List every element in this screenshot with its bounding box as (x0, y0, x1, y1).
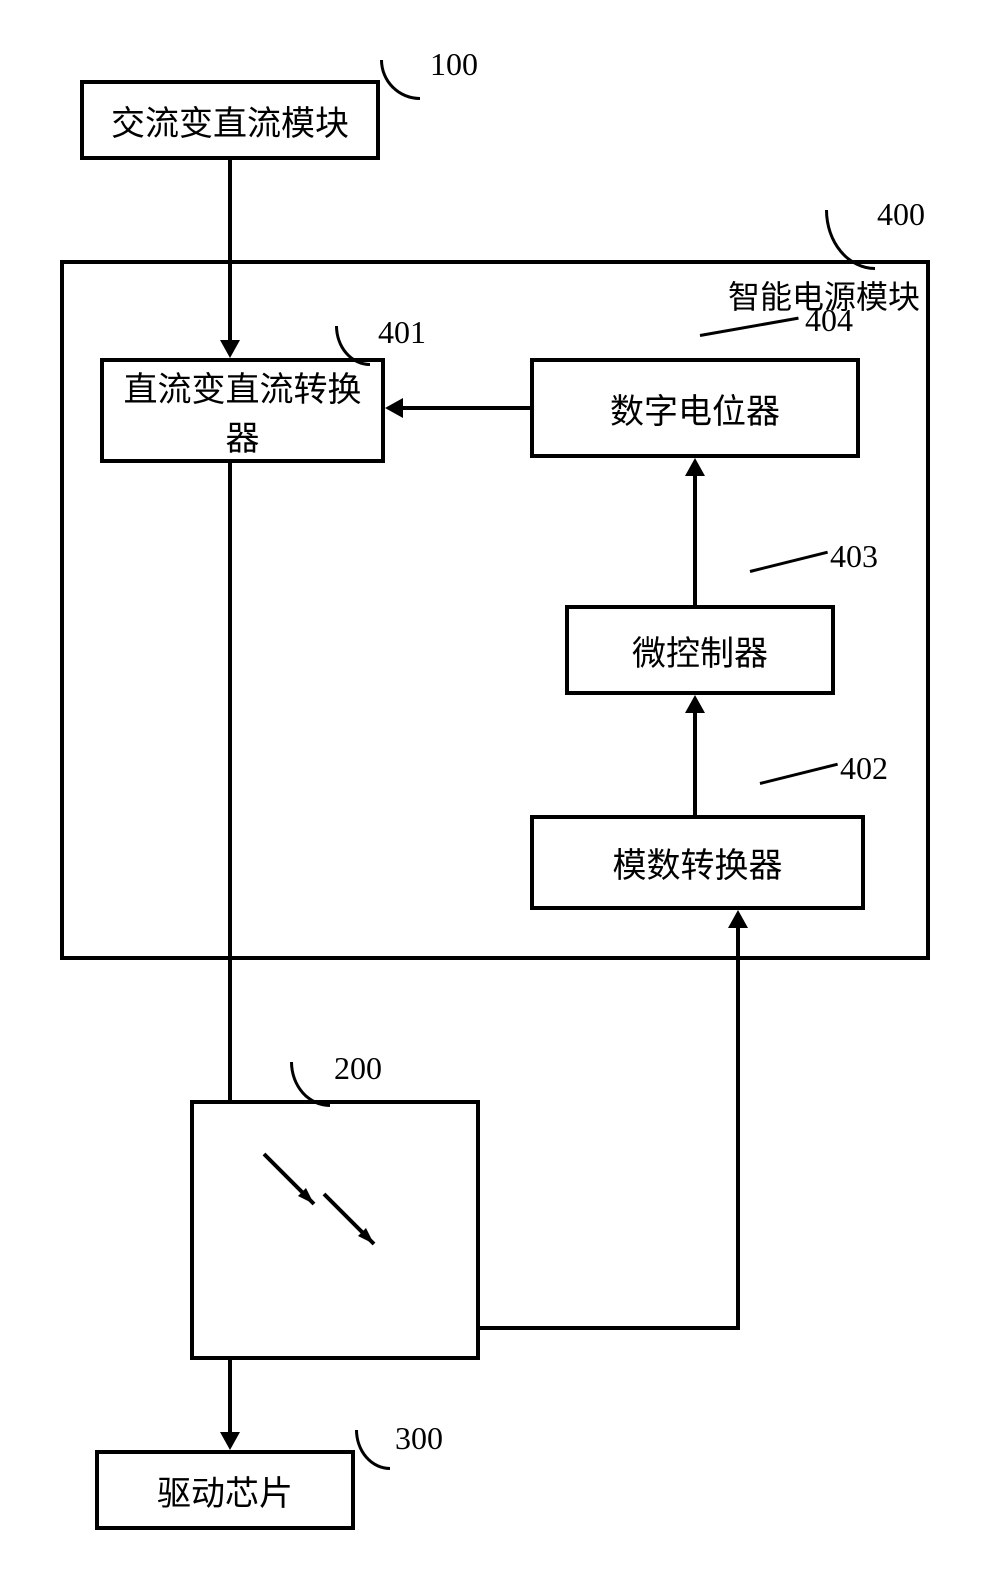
block-microcontroller: 微控制器 (565, 605, 835, 695)
block-adc: 模数转换器 (530, 815, 865, 910)
arrowhead-mcu-to-dpot (685, 458, 705, 476)
block-dc-dc-label: 直流变直流转换器 (112, 362, 373, 460)
block-led (190, 1100, 480, 1360)
ref-led: 200 (334, 1050, 382, 1087)
arrow-dpot-to-dcdc (403, 406, 530, 410)
block-mcu-label: 微控制器 (632, 626, 768, 675)
block-ac-to-dc-label: 交流变直流模块 (111, 96, 349, 145)
ref-dcdc: 401 (378, 314, 426, 351)
block-dpot-label: 数字电位器 (610, 384, 780, 433)
arrow-led-to-adc-h (480, 1326, 740, 1330)
ref-mcu: 403 (830, 538, 878, 575)
arrowhead-acdc-to-dcdc (220, 340, 240, 358)
arrow-dcdc-down-seg1 (228, 463, 232, 1100)
ref-dpot: 404 (805, 302, 853, 339)
leader-acdc (380, 60, 420, 100)
ref-module: 400 (877, 196, 925, 233)
block-driver-label: 驱动芯片 (157, 1466, 293, 1515)
block-digital-potentiometer: 数字电位器 (530, 358, 860, 458)
arrow-acdc-to-dcdc (228, 160, 232, 340)
led-arrow-icon-2 (304, 1174, 424, 1294)
arrow-led-to-adc-v (736, 928, 740, 1330)
arrow-mcu-to-dpot (693, 476, 697, 605)
block-adc-label: 模数转换器 (613, 838, 783, 887)
arrowhead-adc-to-mcu (685, 695, 705, 713)
arrowhead-dpot-to-dcdc (385, 398, 403, 418)
block-ac-to-dc: 交流变直流模块 (80, 80, 380, 160)
arrowhead-to-driver (220, 1432, 240, 1450)
leader-driver (355, 1430, 390, 1470)
arrow-adc-to-mcu (693, 713, 697, 815)
ref-adc: 402 (840, 750, 888, 787)
block-driver-chip: 驱动芯片 (95, 1450, 355, 1530)
block-dc-dc-converter: 直流变直流转换器 (100, 358, 385, 463)
ref-acdc: 100 (430, 46, 478, 83)
arrow-dcdc-down-seg2 (228, 1360, 232, 1432)
ref-driver: 300 (395, 1420, 443, 1457)
arrowhead-led-to-adc (728, 910, 748, 928)
